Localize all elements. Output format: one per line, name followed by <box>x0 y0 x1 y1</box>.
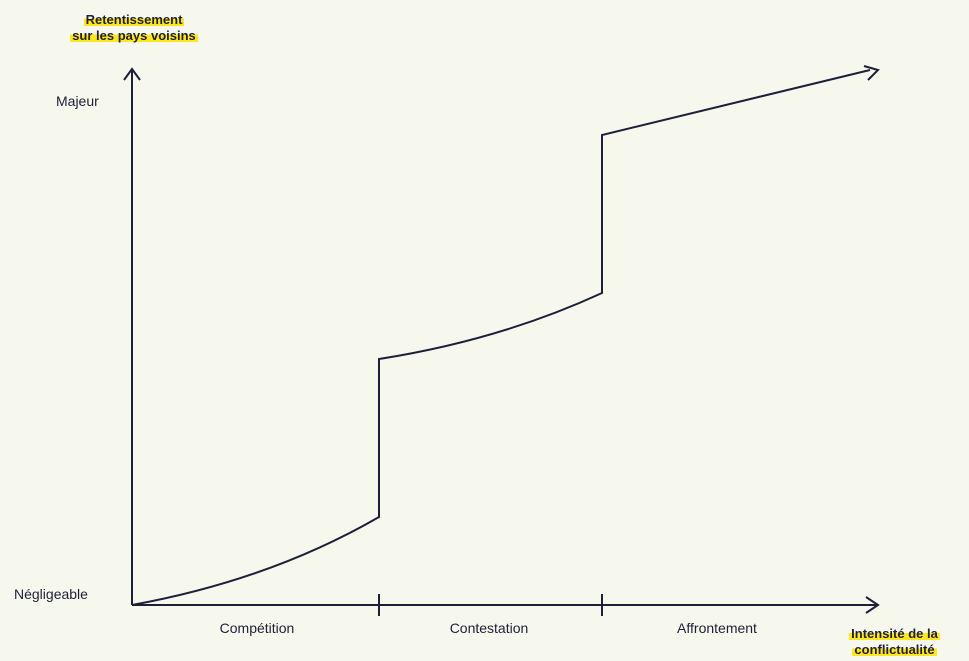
x-category-label-1: Compétition <box>219 620 295 636</box>
curve-arrowhead <box>863 65 880 81</box>
y-axis-title: Retentissement sur les pays voisins <box>34 12 234 44</box>
y-axis-title-line2: sur les pays voisins <box>70 28 198 43</box>
x-category-label-3: Affrontement <box>677 620 757 636</box>
y-axis-arrowhead <box>123 67 141 81</box>
x-axis-title: Intensité de la conflictualité <box>822 626 967 658</box>
y-level-low-label: Négligeable <box>14 586 88 602</box>
x-category-label-2: Contestation <box>449 620 529 636</box>
y-axis-title-line1: Retentissement <box>83 12 185 27</box>
x-axis-title-line1: Intensité de la <box>849 626 940 641</box>
y-level-high-label: Majeur <box>56 93 99 109</box>
x-axis-title-line2: conflictualité <box>852 642 937 657</box>
x-axis-arrowhead <box>865 596 880 614</box>
impact-curve <box>131 69 871 606</box>
